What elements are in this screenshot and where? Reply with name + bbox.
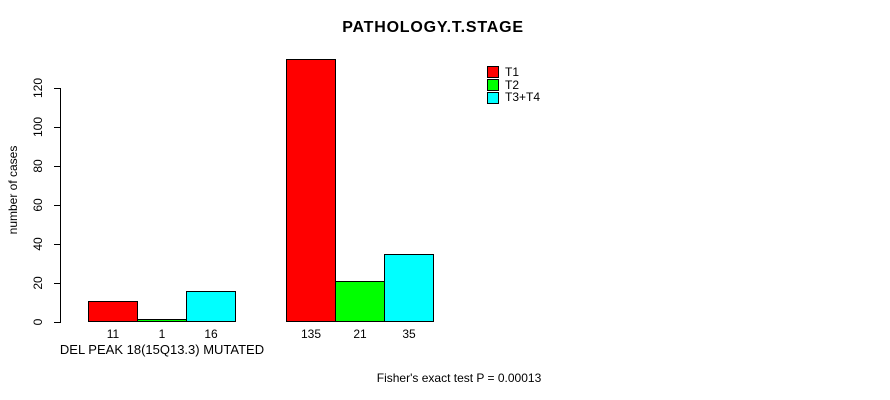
bar-t2 <box>335 281 385 322</box>
bar-value-label: 1 <box>158 327 166 341</box>
bar-t1 <box>286 59 336 322</box>
bar-t2 <box>137 319 187 322</box>
y-axis-title: number of cases <box>6 145 20 235</box>
y-axis-line <box>60 88 61 323</box>
y-axis-tick-label: 120 <box>31 77 45 99</box>
y-axis-tick-label: 40 <box>31 237 45 251</box>
y-axis-tick <box>54 283 60 284</box>
group-label: DEL PEAK 18(15Q13.3) MUTATED <box>59 342 265 357</box>
legend-label: T3+T4 <box>505 90 541 105</box>
bar-value-label: 135 <box>300 327 322 341</box>
bar-t3+t4 <box>384 254 434 322</box>
legend-label: T2 <box>505 77 520 92</box>
chart-title: PATHOLOGY.T.STAGE <box>342 19 524 36</box>
bar-value-label: 21 <box>353 327 367 341</box>
y-axis-tick <box>54 88 60 89</box>
fisher-test-annotation: Fisher's exact test P = 0.00013 <box>376 371 542 385</box>
bar-value-label: 16 <box>204 327 218 341</box>
bar-value-label: 11 <box>106 327 120 341</box>
legend-item-t1: T1 <box>487 66 540 79</box>
bar-t1 <box>88 301 138 322</box>
legend-swatch-icon <box>487 66 499 79</box>
y-axis-tick <box>54 127 60 128</box>
legend: T1 T2 T3+T4 <box>487 66 540 104</box>
bar-value-label: 35 <box>402 327 416 341</box>
y-axis-tick <box>54 322 60 323</box>
legend-label: T1 <box>505 65 520 79</box>
y-axis-tick-label: 60 <box>31 198 45 212</box>
bar-t3+t4 <box>186 291 236 322</box>
y-axis-tick-label: 20 <box>31 276 45 290</box>
y-axis-tick-label: 0 <box>31 318 45 326</box>
y-axis-tick-label: 80 <box>31 159 45 173</box>
legend-swatch-icon <box>487 79 499 92</box>
y-axis-tick-label: 100 <box>31 116 45 138</box>
y-axis-tick <box>54 205 60 206</box>
y-axis-tick <box>54 244 60 245</box>
y-axis-tick <box>54 166 60 167</box>
legend-swatch-icon <box>487 91 499 104</box>
legend-item-t2: T2 <box>487 77 540 92</box>
legend-item-t3-t4: T3+T4 <box>487 91 540 104</box>
